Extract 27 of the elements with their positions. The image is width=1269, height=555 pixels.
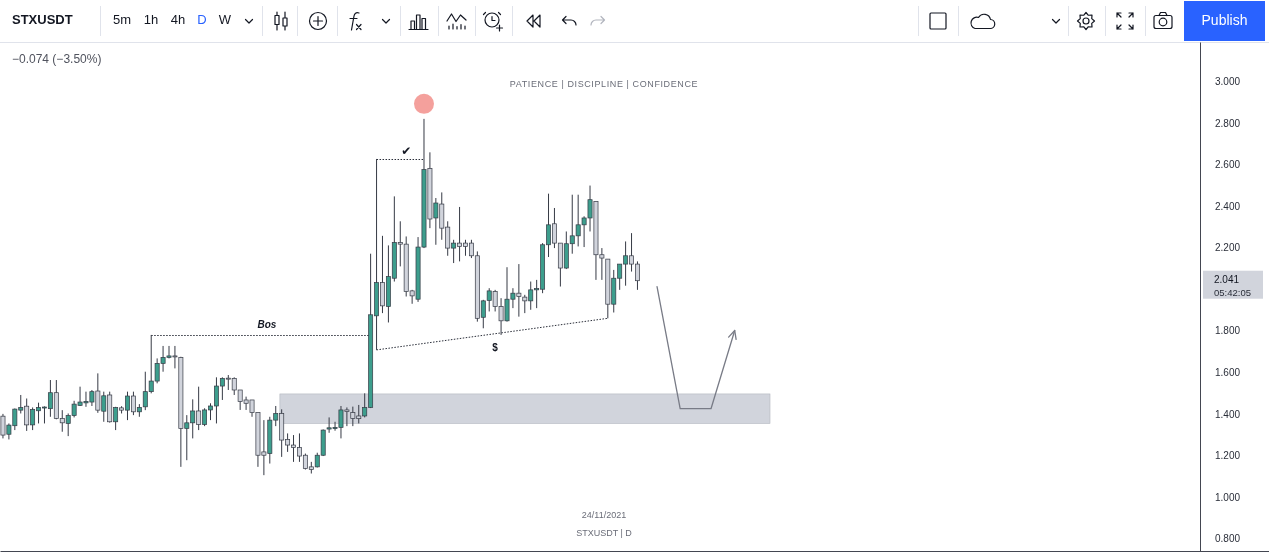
annotation: $ (492, 341, 499, 353)
annotation: 05:42:05 (1214, 287, 1251, 299)
y-tick-label: 2.400 (1215, 200, 1241, 212)
annotation: ✔ (401, 143, 412, 158)
text: 5m (112, 12, 132, 28)
annotation: STXUSDT | D (576, 528, 633, 539)
y-tick-label: 2.600 (1215, 159, 1241, 171)
text: 4h (170, 12, 186, 28)
text: STXUSDT (12, 12, 73, 28)
annotation: 2.041 (1214, 274, 1240, 286)
y-tick-label: 2.800 (1215, 117, 1241, 129)
text: 1h (143, 12, 159, 28)
text: Publish (1201, 11, 1248, 28)
y-tick-label: 2.200 (1215, 242, 1241, 254)
y-tick-label: 1.200 (1215, 450, 1241, 462)
y-tick-label: 1.600 (1215, 367, 1241, 379)
y-tick-label: 0.800 (1215, 533, 1241, 545)
text: W (218, 12, 232, 28)
y-tick-label: 3.000 (1215, 76, 1241, 88)
annotation: 24/11/2021 (581, 510, 627, 521)
text: PATIENCE | DISCIPLINE | CONFIDENCE (509, 79, 699, 90)
annotation: Bos (257, 318, 277, 330)
y-tick-label: 1.000 (1215, 491, 1241, 503)
y-tick-label: 1.400 (1215, 408, 1241, 420)
y-tick-label: 1.800 (1215, 325, 1241, 337)
text: D (197, 12, 207, 28)
annotation: −0.074 (−3.50%) (12, 52, 102, 67)
